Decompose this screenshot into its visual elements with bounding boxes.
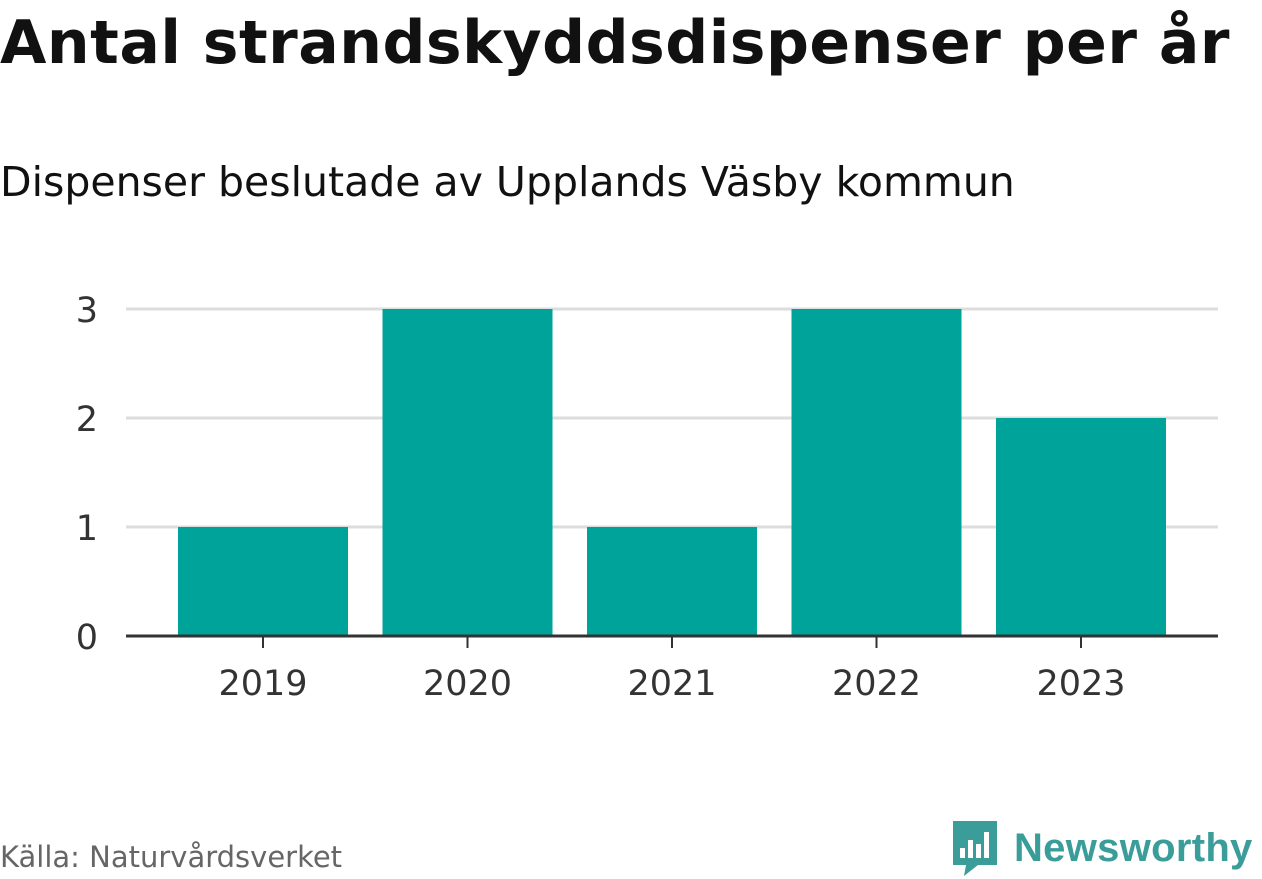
y-tick-label: 3 (76, 291, 98, 331)
y-tick-label: 2 (76, 400, 98, 440)
source-note: Källa: Naturvårdsverket (0, 840, 343, 874)
newsworthy-icon (953, 821, 997, 876)
y-tick-label: 1 (76, 509, 98, 549)
x-tick-label: 2023 (1036, 664, 1125, 704)
chart-title: Antal strandskyddsdispenser per år (0, 8, 1230, 78)
y-axis-ticks: 0 1 2 3 (76, 291, 98, 658)
bar-2022 (791, 309, 962, 636)
y-tick-label: 0 (76, 618, 98, 658)
brand-name: Newsworthy (1014, 825, 1253, 870)
x-tick-label: 2021 (627, 664, 716, 704)
bar-2021 (587, 527, 757, 636)
bar-2019 (178, 527, 348, 636)
bar-2020 (382, 309, 553, 636)
bar-2023 (996, 418, 1166, 636)
x-axis-ticks: 2019 2020 2021 2022 2023 (218, 636, 1126, 704)
x-tick-label: 2020 (423, 664, 512, 704)
x-tick-label: 2019 (218, 664, 307, 704)
chart-subtitle: Dispenser beslutade av Upplands Väsby ko… (0, 158, 1015, 206)
x-tick-label: 2022 (832, 664, 921, 704)
newsworthy-logo: Newsworthy (950, 818, 1253, 878)
bars (178, 309, 1166, 636)
